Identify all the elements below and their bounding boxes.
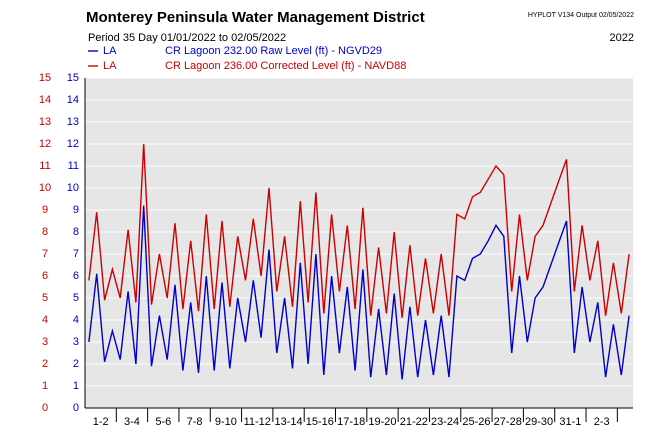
chart-title: Monterey Peninsula Water Management Dist… — [86, 9, 425, 26]
x-tick-label: 31-1 — [559, 416, 581, 428]
y-tick-label: 6 — [73, 270, 79, 282]
x-tick-label: 23-24 — [431, 416, 459, 428]
series-line — [88, 205, 630, 380]
y2-tick-label: 1 — [42, 380, 48, 392]
year: 2022 — [610, 32, 634, 44]
period: Period 35 Day 01/01/2022 to 02/05/2022 — [88, 32, 286, 44]
y-tick-label: 9 — [73, 204, 79, 216]
y-tick-label: 15 — [67, 72, 79, 84]
y2-tick-label: 6 — [42, 270, 48, 282]
y2-tick-label: 9 — [42, 204, 48, 216]
y2-tick-label: 2 — [42, 358, 48, 370]
x-tick-label: 9-10 — [215, 416, 237, 428]
y2-tick-label: 5 — [42, 292, 48, 304]
y2-tick-label: 8 — [42, 226, 48, 238]
y-tick-label: 10 — [67, 182, 79, 194]
y-tick-label: 13 — [67, 116, 79, 128]
y-tick-label: 2 — [73, 358, 79, 370]
y2-tick-label: 15 — [39, 72, 51, 84]
y-tick-label: 1 — [73, 380, 79, 392]
x-tick-label: 13-14 — [274, 416, 302, 428]
y-tick-label: 11 — [68, 160, 79, 172]
x-tick-label: 2-3 — [594, 416, 610, 428]
legend-name: LA — [103, 60, 117, 72]
y2-tick-label: 0 — [42, 402, 48, 414]
x-tick-label: 29-30 — [525, 416, 553, 428]
x-tick-label: 11-12 — [244, 416, 271, 428]
y-tick-label: 12 — [67, 138, 79, 150]
legend-name: LA — [103, 45, 117, 57]
x-tick-label: 1-2 — [93, 416, 109, 428]
y-tick-label: 5 — [73, 292, 79, 304]
y-tick-label: 14 — [67, 94, 79, 106]
x-tick-label: 21-22 — [400, 416, 428, 428]
y-tick-label: 0 — [73, 402, 79, 414]
x-tick-label: 27-28 — [494, 416, 522, 428]
legend-label: CR Lagoon 236.00 Corrected Level (ft) - … — [165, 60, 406, 72]
x-tick-label: 25-26 — [462, 416, 490, 428]
y-tick-label: 4 — [73, 314, 79, 326]
x-tick-label: 15-16 — [306, 416, 334, 428]
y2-tick-label: 10 — [39, 182, 51, 194]
series-line — [88, 143, 630, 318]
y2-tick-label: 11 — [39, 160, 50, 172]
y2-tick-label: 13 — [39, 116, 51, 128]
x-tick-label: 3-4 — [124, 416, 140, 428]
y2-tick-label: 3 — [42, 336, 48, 348]
x-tick-label: 7-8 — [187, 416, 203, 428]
x-tick-label: 19-20 — [368, 416, 396, 428]
x-tick-label: 5-6 — [155, 416, 171, 428]
y-tick-label: 7 — [73, 248, 79, 260]
y2-tick-label: 14 — [39, 94, 51, 106]
y2-tick-label: 7 — [42, 248, 48, 260]
y-tick-label: 3 — [73, 336, 79, 348]
version: HYPLOT V134 Output 02/05/2022 — [528, 12, 634, 19]
y2-tick-label: 4 — [42, 314, 48, 326]
y2-tick-label: 12 — [39, 138, 51, 150]
y-tick-label: 8 — [73, 226, 79, 238]
x-tick-label: 17-18 — [337, 416, 365, 428]
legend-label: CR Lagoon 232.00 Raw Level (ft) - NGVD29 — [165, 45, 382, 57]
